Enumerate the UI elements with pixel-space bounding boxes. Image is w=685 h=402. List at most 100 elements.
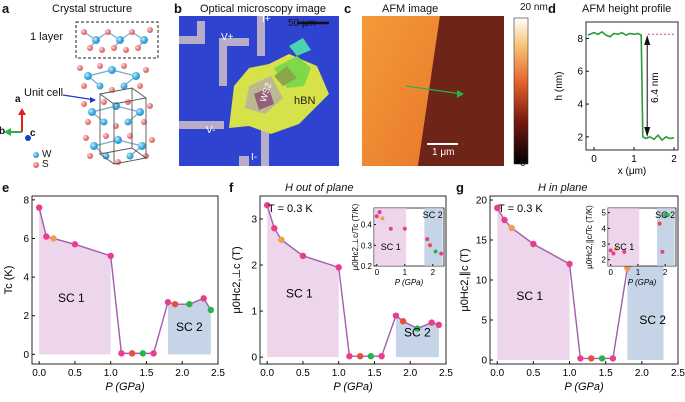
plot-frame	[259, 195, 447, 365]
y-tick-label: 20	[476, 196, 488, 207]
inset-data-point	[622, 249, 627, 254]
x-tick-label: 1.5	[140, 368, 154, 379]
sc1-region	[267, 205, 339, 358]
data-point	[207, 306, 215, 314]
data-point	[392, 312, 400, 319]
inset-data-point	[657, 221, 662, 226]
data-point	[530, 240, 537, 248]
label-i-minus: I-	[251, 152, 258, 163]
optical-microscopy-image	[179, 16, 339, 166]
data-point	[107, 252, 114, 260]
panel-b-title: Optical microscopy image	[200, 3, 326, 15]
inset-data-point	[433, 249, 438, 254]
inset-data-point	[425, 237, 430, 242]
y-axis-label: Tc (K)	[3, 266, 15, 295]
step-height-label: 6.4 nm	[650, 72, 661, 103]
sc2-label: SC 2	[404, 325, 431, 339]
plot-frame	[31, 195, 219, 365]
legend-w-label: W	[42, 149, 52, 160]
y-tick-label: 4	[577, 100, 583, 111]
x-axis-label: P (GPa)	[564, 381, 604, 393]
x-tick-label: 2.5	[439, 368, 453, 379]
inset-data-point	[660, 249, 665, 254]
y-tick-label: 0	[251, 353, 257, 364]
data-point	[428, 319, 435, 326]
data-point	[128, 350, 136, 357]
inset-data-point	[380, 216, 385, 221]
legend-s-label: S	[42, 159, 49, 170]
x-axis-label: P (GPa)	[105, 381, 145, 393]
x-tick-label: 0.0	[490, 368, 504, 379]
plot-frame	[585, 21, 679, 151]
y-axis-label: h (nm)	[554, 72, 565, 101]
afm-height-profile-chart: 0 1 2 2 4 6 8 6.4 nm x (μm) h (nm)	[554, 21, 679, 177]
hc2-out-of-plane-chart: 0.0 0.5 1.0 1.5 2.0 2.5 0 1 2 3 SC 1 SC 2 P (GPa) μ0H…	[231, 195, 453, 393]
data-point	[356, 352, 364, 360]
inset-y-axis-label: μ0Hc2,⊥c/Tc (T/K)	[351, 203, 360, 270]
x-tick-label: 0.0	[260, 368, 274, 379]
scalebar-c-label: 1 μm	[432, 147, 455, 158]
inset-data-point	[665, 213, 670, 218]
data-point	[263, 202, 271, 209]
y-tick-label: 10	[476, 276, 488, 287]
data-point	[118, 350, 125, 357]
data-point	[577, 355, 584, 362]
label-hbn: hBN	[294, 95, 316, 107]
x-tick-label: 2	[671, 154, 677, 165]
unit-cell-label: Unit cell	[24, 87, 64, 99]
data-point	[346, 352, 353, 360]
temperature-label: T = 0.3 K	[268, 203, 313, 215]
x-tick-label: 1.0	[332, 368, 346, 379]
x-axis-label: P (GPa)	[333, 381, 373, 393]
x-tick-label: 0.0	[32, 368, 46, 379]
sc1-label: SC 1	[516, 289, 543, 303]
inset-sc1-region	[608, 208, 640, 266]
data-point	[598, 355, 606, 362]
inset-sc2-region	[424, 208, 443, 266]
x-tick-label: 2.5	[211, 368, 225, 379]
afm-colorbar	[513, 17, 529, 165]
axis-a-label: a	[15, 94, 21, 105]
sc1-region	[497, 208, 570, 360]
y-axis-label: μ0Hc2,⊥c (T)	[231, 246, 243, 313]
panel-d-title: AFM height profile	[582, 3, 672, 15]
legend-w-dot	[33, 152, 39, 158]
height-profile-line	[587, 30, 675, 142]
inset-y-tick-label: 0.3	[361, 241, 373, 250]
inset-x-axis-label: P (GPa)	[628, 278, 657, 287]
inset-sc2-label: SC 2	[655, 210, 675, 220]
bulk-atoms	[77, 63, 155, 165]
data-point	[399, 317, 407, 325]
inset-sc1-label: SC 1	[614, 242, 634, 252]
inset-y-tick-label: 5	[602, 209, 607, 218]
inset-sc2-label: SC 2	[423, 210, 443, 220]
inset-data-point	[611, 251, 616, 256]
data-point	[367, 352, 375, 360]
y-tick-label: 8	[23, 195, 29, 206]
y-axis-label: μ0Hc2,∥c (T)	[459, 248, 471, 311]
x-tick-label: 1	[631, 154, 637, 165]
panel-b-letter: b	[174, 1, 182, 16]
data-point	[139, 350, 147, 357]
data-point	[164, 299, 172, 306]
inset-y-tick-label: 3	[602, 240, 607, 249]
panel-a-title: Crystal structure	[52, 3, 133, 15]
x-axis-label: x (μm)	[618, 166, 647, 177]
inset-data-point	[402, 226, 407, 231]
inset-data-point	[608, 248, 613, 253]
sc2-region	[167, 298, 211, 355]
inset-sc1-region	[374, 208, 407, 266]
data-point	[414, 325, 421, 332]
scalebar-b-label: 50 μm	[288, 18, 316, 29]
panel-e-letter: e	[2, 180, 10, 195]
x-tick-label: 0	[591, 154, 597, 165]
axis-c-label: c	[30, 128, 36, 139]
inset-y-axis-label: μ0Hc2,∥c/Tc (T/K)	[585, 205, 594, 269]
y-tick-label: 0	[23, 350, 29, 361]
inset-y-tick-label: 0.2	[361, 262, 373, 271]
x-tick-label: 0.5	[526, 368, 540, 379]
data-point	[435, 321, 443, 329]
inset-data-point	[377, 210, 382, 215]
y-tick-label: 3	[251, 215, 257, 226]
